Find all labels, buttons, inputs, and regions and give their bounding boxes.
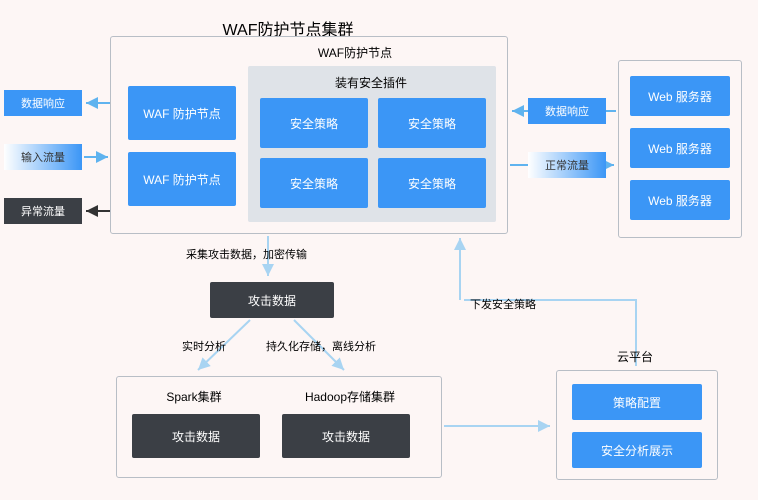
tag-abnormal-traffic: 异常流量 [4, 198, 82, 224]
label-text: Web 服务器 [648, 140, 712, 157]
label-text: Spark集群 [166, 388, 221, 405]
hadoop-label: Hadoop存储集群 [290, 388, 410, 405]
label-text: 输入流量 [21, 149, 65, 165]
label-text: 数据响应 [545, 103, 589, 119]
waf-cluster-inner-title: WAF防护节点 [300, 44, 410, 61]
policy-1: 安全策略 [260, 98, 368, 148]
web-server-2: Web 服务器 [630, 128, 730, 168]
spark-attack: 攻击数据 [132, 414, 260, 458]
label-text: WAF防护节点 [318, 44, 392, 61]
label-text: 异常流量 [21, 203, 65, 219]
arrow-label-data-response-2: 数据响应 [528, 98, 606, 124]
security-analysis: 安全分析展示 [572, 432, 702, 468]
policy-4: 安全策略 [378, 158, 486, 208]
waf-node-1: WAF 防护节点 [128, 86, 236, 140]
label-text: 下发安全策略 [470, 296, 536, 312]
hadoop-attack: 攻击数据 [282, 414, 410, 458]
label-text: 云平台 [617, 348, 653, 365]
label-text: 持久化存储，离线分析 [266, 338, 376, 354]
cloud-platform-title: 云平台 [610, 348, 660, 365]
label-persistent: 持久化存储，离线分析 [266, 338, 396, 354]
policy-config: 策略配置 [572, 384, 702, 420]
label-text: WAF 防护节点 [143, 171, 221, 188]
policy-2: 安全策略 [378, 98, 486, 148]
web-server-1: Web 服务器 [630, 76, 730, 116]
label-text: 攻击数据 [322, 428, 370, 445]
label-text: Web 服务器 [648, 88, 712, 105]
label-text: 实时分析 [182, 338, 226, 354]
policy-3: 安全策略 [260, 158, 368, 208]
waf-node-2: WAF 防护节点 [128, 152, 236, 206]
web-server-3: Web 服务器 [630, 180, 730, 220]
label-text: Web 服务器 [648, 192, 712, 209]
label-text: 正常流量 [545, 157, 589, 173]
label-text: Hadoop存储集群 [305, 388, 395, 405]
label-realtime: 实时分析 [174, 338, 234, 354]
attack-data-box: 攻击数据 [210, 282, 334, 318]
label-text: 安全策略 [290, 115, 338, 132]
label-send-policy: 下发安全策略 [470, 296, 560, 312]
tag-input-traffic: 输入流量 [4, 144, 82, 170]
label-collect-attack: 采集攻击数据，加密传输 [186, 246, 346, 262]
label-text: 安全分析展示 [601, 442, 673, 459]
label-text: 装有安全插件 [335, 74, 407, 91]
label-text: 攻击数据 [172, 428, 220, 445]
label-text: 安全策略 [408, 175, 456, 192]
label-text: 采集攻击数据，加密传输 [186, 246, 307, 262]
label-text: 数据响应 [21, 95, 65, 111]
plugin-title: 装有安全插件 [326, 74, 416, 91]
label-text: 策略配置 [613, 394, 661, 411]
label-text: 安全策略 [408, 115, 456, 132]
tag-data-response: 数据响应 [4, 90, 82, 116]
label-text: 安全策略 [290, 175, 338, 192]
spark-label: Spark集群 [154, 388, 234, 405]
label-text: 攻击数据 [248, 292, 296, 309]
label-text: WAF 防护节点 [143, 105, 221, 122]
arrow-label-normal-traffic: 正常流量 [528, 152, 606, 178]
